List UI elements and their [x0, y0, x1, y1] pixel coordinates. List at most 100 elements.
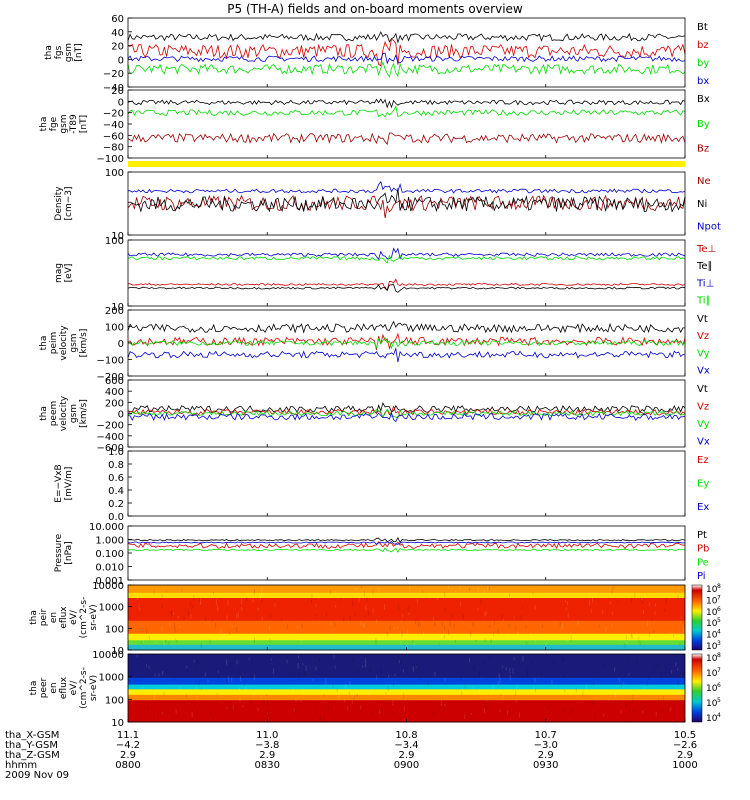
x-axis-value: 2.9: [259, 750, 275, 761]
spectrogram-texture: [200, 687, 202, 690]
spectrogram-texture: [363, 623, 365, 627]
legend-entry: by: [697, 58, 709, 69]
y-axis-label-line: sr-eV): [89, 604, 99, 630]
spectrogram-texture: [216, 692, 218, 698]
y-axis-label: tha peer en eflux eV/(cm^2-s-sr-eV): [29, 667, 99, 709]
spectrogram-texture: [295, 697, 297, 703]
spectrogram-texture: [451, 614, 453, 618]
y-axis-label: mag [eV]: [54, 263, 74, 283]
spectrogram-texture: [257, 607, 259, 611]
spectrogram-texture: [440, 700, 442, 706]
spectrogram-texture: [550, 702, 552, 708]
spectrogram-texture: [370, 711, 372, 716]
spectrogram-texture: [553, 690, 555, 693]
y-tick-label: −100: [97, 356, 124, 367]
y-axis-label-line: peem: [49, 401, 59, 427]
x-axis-annotation: tha_X-GSM 11.1 11.0 10.8 10.7 10.5 tha_Y-GSM −4…: [5, 730, 698, 781]
spectrogram-texture: [492, 631, 494, 637]
spectrogram-texture: [402, 614, 404, 617]
y-axis-label-line: [eV]: [64, 264, 74, 283]
series-Bt-line: [127, 31, 686, 44]
spectrogram-texture: [297, 625, 299, 629]
spectrogram-texture: [394, 674, 396, 677]
spectrogram-texture: [186, 665, 188, 669]
spectrogram-texture: [139, 607, 141, 611]
spectrogram-texture: [274, 603, 276, 607]
spectrogram-band: [128, 700, 685, 723]
y-tick-label: −200: [97, 372, 124, 383]
spectrogram-texture: [161, 594, 163, 598]
spectrogram-texture: [625, 635, 627, 641]
spectrogram-texture: [566, 601, 568, 606]
y-tick-label: 100: [105, 236, 124, 247]
spectrogram-texture: [485, 611, 487, 616]
spectrogram-texture: [672, 634, 674, 638]
spectrogram-texture: [484, 611, 486, 617]
y-axis-label-line: eV/: [69, 609, 79, 625]
spectrogram-texture: [520, 615, 522, 620]
spectrogram-texture: [564, 674, 566, 678]
spectrogram-texture: [305, 665, 307, 672]
spectrogram-texture: [261, 597, 263, 603]
series-Vy-line: [128, 408, 686, 419]
spectrogram-texture: [505, 666, 507, 671]
series-Vz-line: [127, 332, 686, 351]
spectrogram-texture: [444, 591, 446, 598]
y-axis-label-line: gsm: [69, 333, 79, 352]
spectrogram-texture: [397, 656, 399, 662]
spectrogram-texture: [201, 634, 203, 637]
spectrogram-texture: [485, 706, 487, 710]
spectrogram-texture: [298, 672, 300, 678]
spectrogram-texture: [191, 711, 193, 718]
spectrogram-texture: [353, 695, 355, 699]
spectrogram-texture: [251, 632, 253, 637]
x-axis-row-label: tha_Z-GSM: [5, 750, 60, 761]
spectrogram-texture: [128, 707, 130, 711]
spectrogram-texture: [181, 586, 183, 590]
spectrogram-texture: [626, 656, 628, 660]
y-tick-label: 10000: [92, 581, 124, 592]
spectrogram-texture: [470, 712, 472, 715]
y-tick-label: 200: [105, 398, 124, 409]
y-axis-label-line: peer: [39, 677, 49, 698]
spectrogram-texture: [263, 700, 265, 704]
spectrogram-texture: [140, 641, 142, 644]
spectrogram-texture: [443, 634, 445, 639]
spectrogram-texture: [631, 634, 633, 639]
colorbar-tick-label: 10: [706, 631, 718, 641]
spectrogram-texture: [588, 600, 590, 606]
spectrogram-texture: [301, 638, 303, 644]
spectrogram-texture: [682, 633, 684, 640]
legend-entry: Ti∥: [696, 295, 711, 306]
spectrogram-texture: [485, 675, 487, 679]
y-tick-label: 1.0: [108, 447, 124, 458]
x-axis-value: 11.0: [256, 730, 278, 741]
spectrogram-texture: [444, 703, 446, 707]
spectrogram-texture: [634, 593, 636, 599]
spectrogram-texture: [169, 621, 171, 626]
series-Ti∥-line: [127, 254, 686, 264]
spectrogram-texture: [352, 697, 354, 701]
spectrogram-texture: [632, 694, 634, 701]
y-axis-label-line: [cm−3]: [64, 186, 74, 220]
spectrogram-texture: [227, 599, 229, 606]
panel-1: 60 40 20 0 −20 −40 tha fgs gsm [nT] Bt bz by bx: [44, 14, 709, 94]
spectrogram-texture: [148, 635, 150, 641]
spectrogram-texture: [343, 616, 345, 622]
spectrogram-texture: [407, 606, 409, 612]
spectrogram-texture: [366, 597, 368, 602]
spectrogram-texture: [246, 596, 248, 602]
series-Vt-line: [127, 320, 685, 334]
spectrogram-texture: [508, 634, 510, 638]
spectrogram-texture: [357, 669, 359, 674]
spectrogram-texture: [293, 708, 295, 712]
spectrogram-texture: [196, 708, 198, 714]
spectrogram-texture: [638, 636, 640, 641]
spectrogram-texture: [480, 599, 482, 604]
spectrogram-texture: [532, 591, 534, 595]
spectrogram-texture: [389, 625, 391, 631]
spectrogram-texture: [626, 638, 628, 645]
spectrogram-texture: [136, 596, 138, 600]
spectrogram-texture: [261, 703, 263, 708]
